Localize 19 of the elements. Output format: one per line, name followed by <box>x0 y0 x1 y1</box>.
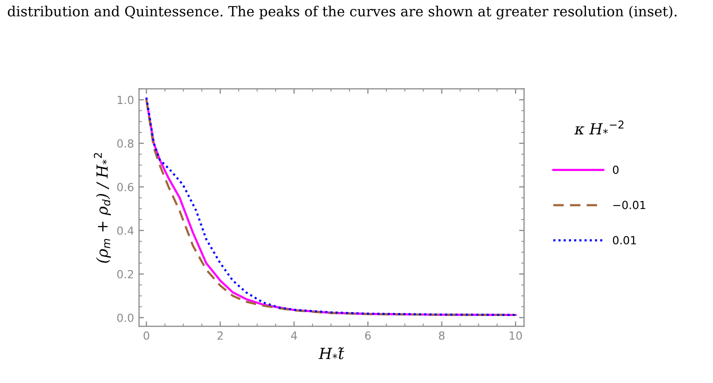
x-axis-title: H$_{*}$t̃ <box>318 347 344 360</box>
y-tick-label: 1.0 <box>118 96 134 104</box>
x-tick-label: 0 <box>144 331 150 340</box>
text: distribution and Quintessence. The peaks of the curves are shown at greater resolution (inset). <box>8 6 677 20</box>
y-tick-label: 0.0 <box>117 314 134 322</box>
x-tick-label: 8 <box>438 331 445 340</box>
y-tick-label: 0.8 <box>117 139 134 148</box>
x-tick-label: 2 <box>218 331 223 340</box>
legend-label: −0.01 <box>613 200 646 210</box>
legend-label: 0.01 <box>612 236 636 244</box>
y-axis-title: (ρ$_{m}$ + ρ$_{d}$) / H$_{*}$$^{2}$ <box>94 153 111 263</box>
y-tick-label: 0.4 <box>117 226 134 235</box>
x-tick-label: 6 <box>365 331 371 340</box>
legend-title: κ H$_{*}$$^{−2}$ <box>574 120 624 134</box>
y-tick-label: 0.2 <box>117 270 134 278</box>
y-tick-label: 0.6 <box>117 182 134 192</box>
x-tick-label: 4 <box>291 332 297 340</box>
legend-label: 0 <box>612 166 619 174</box>
x-tick-label: 10 <box>510 331 522 340</box>
